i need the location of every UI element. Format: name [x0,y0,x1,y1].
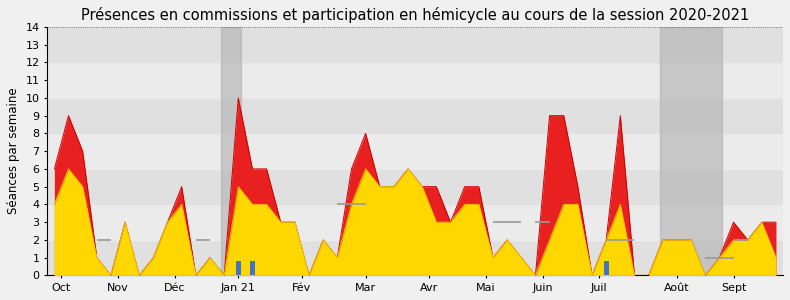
Bar [47,134,783,169]
Bar [221,27,241,275]
Bar [604,261,608,275]
Bar [47,62,783,98]
Bar [235,261,241,275]
Title: Présences en commissions et participation en hémicycle au cours de la session 20: Présences en commissions et participatio… [81,7,749,23]
Bar [660,27,722,275]
Bar [47,98,783,134]
Bar [47,240,783,275]
Y-axis label: Séances par semaine: Séances par semaine [7,88,20,214]
Bar [47,169,783,204]
Bar [47,204,783,240]
Bar [47,27,783,62]
Bar [250,261,255,275]
